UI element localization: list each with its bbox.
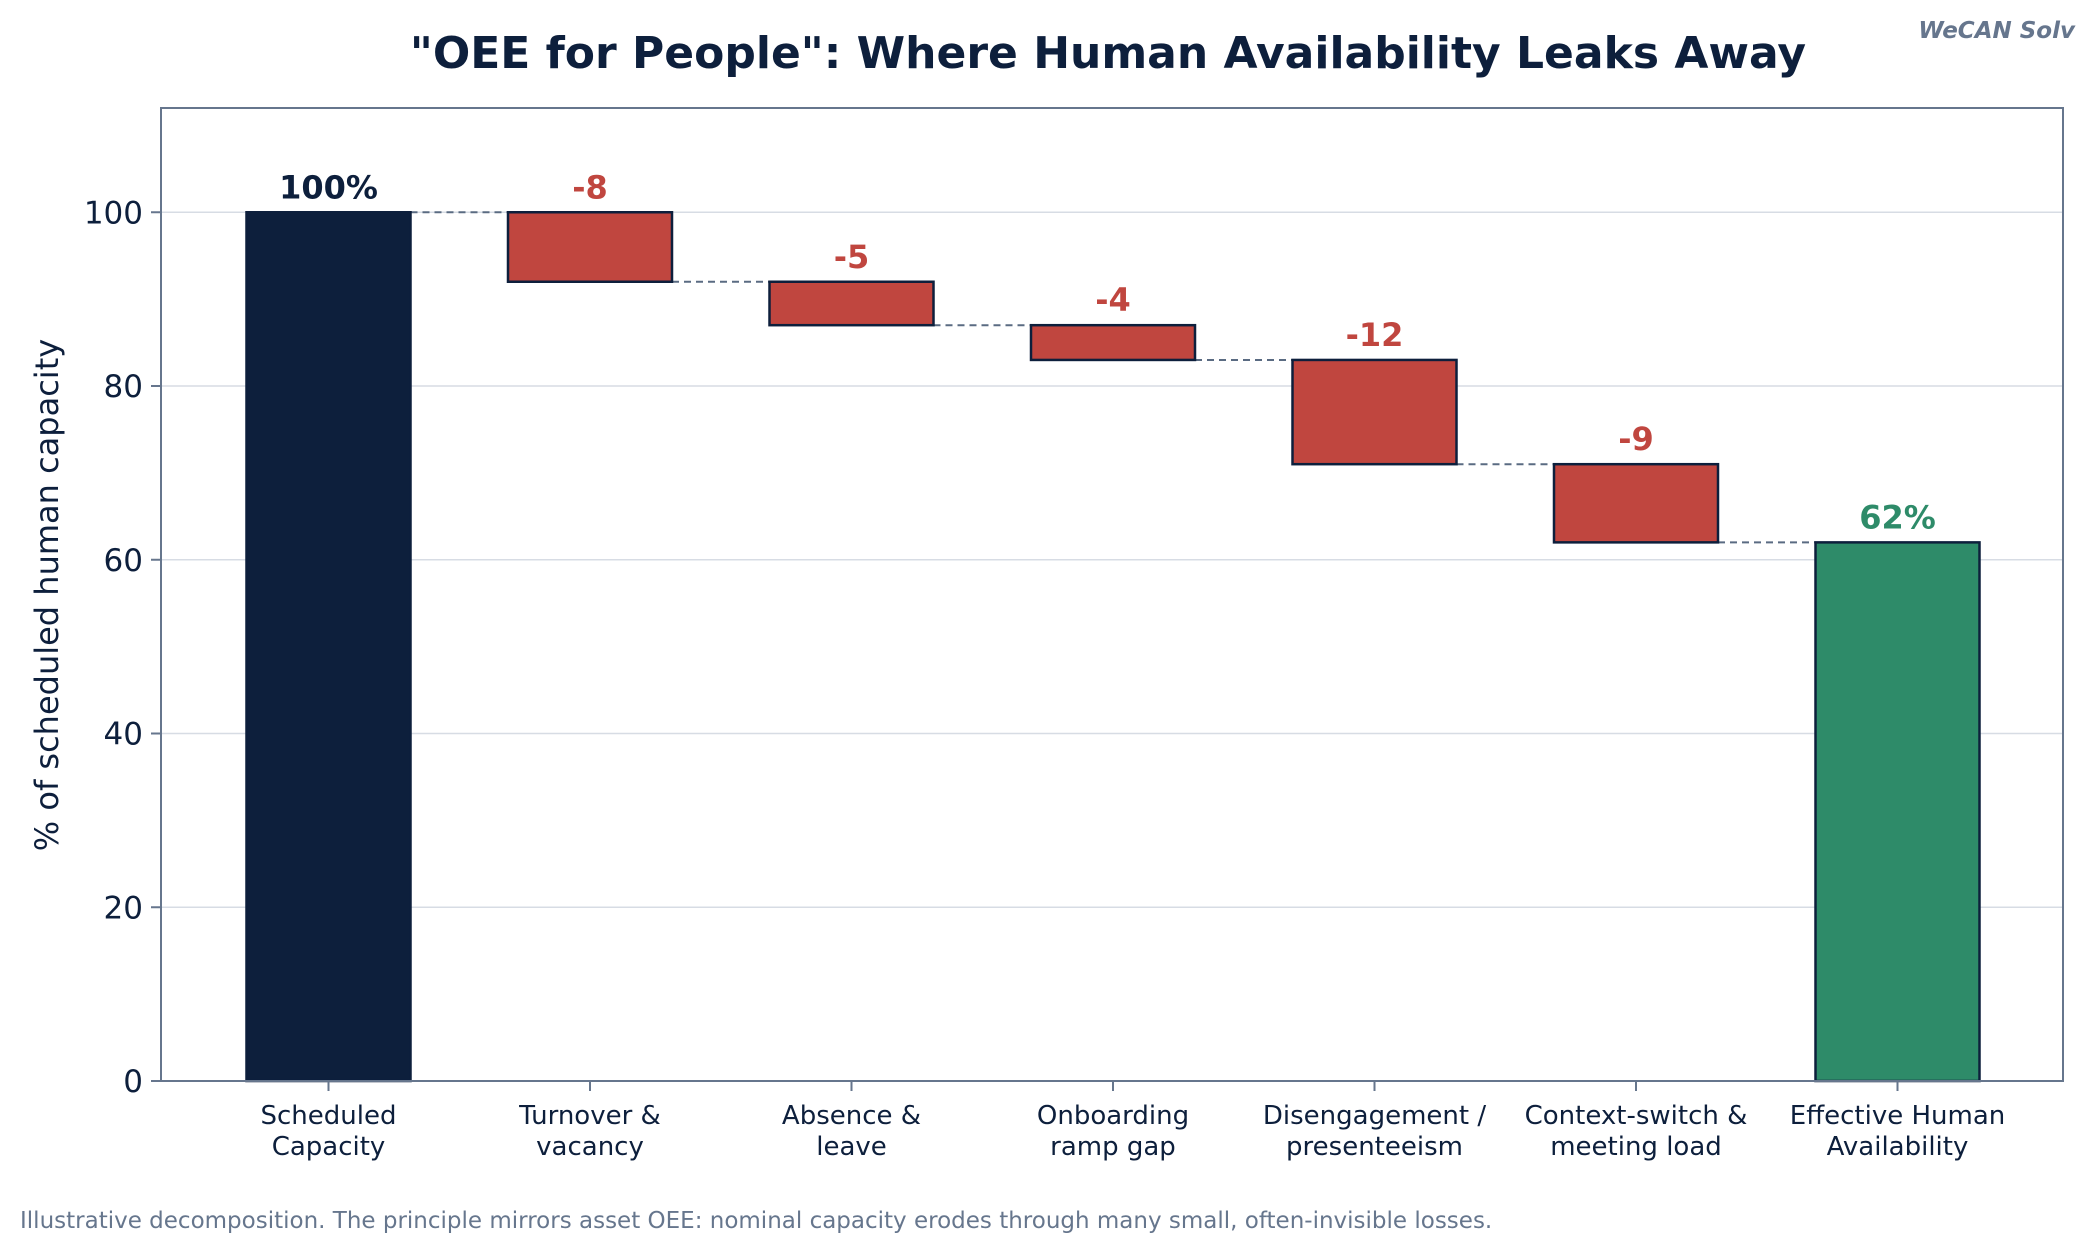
x-tick-label: meeting load (1550, 1132, 1722, 1162)
connectors (410, 211, 1816, 544)
bar-0 (245, 211, 412, 1083)
gridlines (161, 211, 2063, 908)
bar-6 (1814, 541, 1981, 1083)
x-tick-label: presenteeism (1286, 1132, 1463, 1162)
x-tick-label: Capacity (272, 1132, 386, 1162)
brand-watermark: WeCAN Solv (1918, 18, 2076, 44)
data-label-2: -5 (834, 238, 870, 276)
y-axis-ticks: 0 20 40 60 80 100 (84, 195, 161, 1100)
footnote: Illustrative decomposition. The principl… (20, 1208, 1492, 1234)
bars (245, 211, 1981, 1083)
data-label-6: 62% (1859, 498, 1936, 536)
bar-1 (506, 211, 674, 283)
x-tick-label: Absence & (782, 1101, 921, 1131)
data-label-5: -9 (1618, 420, 1654, 458)
data-label-1: -8 (572, 168, 608, 206)
data-label-4: -12 (1346, 316, 1404, 354)
bar-4 (1291, 358, 1458, 466)
y-tick-label: 40 (104, 717, 143, 753)
x-tick-label: Turnover & (518, 1101, 661, 1131)
bar-2 (768, 280, 935, 327)
x-tick-label: Effective Human (1790, 1101, 2005, 1131)
x-tick-label: ramp gap (1050, 1132, 1176, 1162)
data-label-3: -4 (1095, 281, 1131, 319)
x-tick-label: Disengagement / (1263, 1101, 1486, 1131)
chart-title: "OEE for People": Where Human Availabili… (410, 28, 1806, 79)
plot-area-frame (160, 107, 2064, 1082)
y-tick-label: 80 (104, 369, 143, 405)
y-tick-label: 60 (104, 543, 143, 579)
x-tick-label: vacancy (536, 1132, 644, 1162)
x-tick-label: Onboarding (1037, 1101, 1189, 1131)
y-tick-label: 0 (123, 1064, 143, 1100)
y-axis-label: % of scheduled human capacity (28, 339, 66, 851)
x-tick-label: leave (816, 1132, 887, 1162)
bar-3 (1029, 323, 1197, 362)
data-labels: 100% -8 -5 -4 -12 -9 62% (279, 168, 1936, 536)
x-tick-label: Availability (1827, 1132, 1969, 1162)
bar-5 (1552, 462, 1720, 544)
data-label-0: 100% (279, 168, 378, 206)
x-tick-label: Scheduled (261, 1101, 397, 1131)
y-tick-label: 20 (104, 890, 143, 926)
y-tick-label: 100 (84, 195, 143, 231)
x-tick-label: Context-switch & (1525, 1101, 1748, 1131)
